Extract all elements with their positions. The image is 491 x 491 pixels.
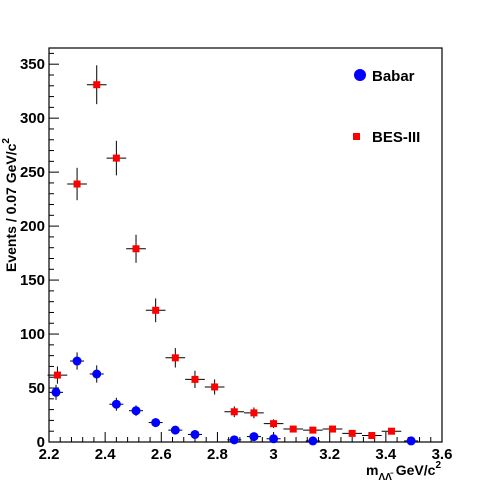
data-point-bes-iii <box>211 383 219 391</box>
legend-label-babar: Babar <box>372 68 415 85</box>
data-point-babar <box>249 432 259 442</box>
data-point-babar <box>51 387 61 397</box>
data-point-bes-iii <box>73 180 81 188</box>
y-tick-label: 50 <box>28 380 45 397</box>
x-axis-title: mΛΛ̄ GeV/c2 <box>366 460 441 483</box>
data-point-babar <box>190 429 200 439</box>
data-point-bes-iii <box>289 425 297 433</box>
data-point-bes-iii <box>250 409 258 417</box>
plot-frame <box>48 47 443 443</box>
y-tick-label: 0 <box>37 434 45 451</box>
x-axis-title-subscript: ΛΛ̄ <box>379 472 394 483</box>
y-tick-label: 350 <box>20 56 45 73</box>
x-tick-label: 3 <box>269 446 277 463</box>
legend-label-bes-iii: BES-III <box>372 129 420 146</box>
data-point-bes-iii <box>309 426 317 434</box>
y-tick-label: 300 <box>20 110 45 127</box>
data-point-babar <box>269 434 279 444</box>
data-point-bes-iii <box>132 245 140 253</box>
y-axis-title-sup: 2 <box>1 138 12 144</box>
legend-marker-babar <box>354 69 366 81</box>
x-axis-title-prefix: m <box>366 462 378 478</box>
data-point-bes-iii <box>152 306 160 314</box>
data-point-bes-iii <box>270 420 278 428</box>
y-axis-title: Events / 0.07 GeV/c2 <box>1 138 19 272</box>
data-points <box>47 65 419 446</box>
x-tick-label: 2.8 <box>207 446 228 463</box>
data-point-bes-iii <box>348 429 356 437</box>
data-point-babar <box>406 436 416 446</box>
x-tick-label: 3.6 <box>432 446 453 463</box>
legend: Babar BES-III <box>353 68 420 146</box>
x-tick-label: 3.2 <box>319 446 340 463</box>
x-axis-title-suffix: GeV/c <box>392 462 436 478</box>
y-tick-label: 150 <box>20 272 45 289</box>
data-point-bes-iii <box>329 425 337 433</box>
data-point-babar <box>92 369 102 379</box>
data-point-bes-iii <box>93 81 101 89</box>
y-axis-title-text: Events / 0.07 GeV/c <box>3 143 19 272</box>
data-point-babar <box>111 399 121 409</box>
data-point-babar <box>131 406 141 416</box>
data-point-bes-iii <box>368 432 376 440</box>
data-point-babar <box>72 356 82 366</box>
data-point-bes-iii <box>112 154 120 162</box>
data-point-babar <box>170 425 180 435</box>
x-tick-label: 3.4 <box>375 446 397 463</box>
y-tick-label: 200 <box>20 218 45 235</box>
data-point-babar <box>229 435 239 445</box>
x-tick-label: 2.4 <box>95 446 117 463</box>
y-tick-label: 100 <box>20 326 45 343</box>
data-point-babar <box>151 418 161 428</box>
x-tick-label: 2.6 <box>151 446 172 463</box>
data-point-bes-iii <box>171 354 179 362</box>
legend-marker-bes-iii <box>353 133 360 140</box>
data-point-bes-iii <box>191 375 199 383</box>
x-tick-label: 2.2 <box>39 446 60 463</box>
y-tick-label: 250 <box>20 164 45 181</box>
data-point-bes-iii <box>230 408 238 416</box>
x-axis-title-sup: 2 <box>435 460 441 471</box>
data-point-babar <box>308 436 318 446</box>
data-point-bes-iii <box>387 427 395 435</box>
data-point-bes-iii <box>53 371 61 379</box>
axes: 2.2 2.4 2.6 2.8 3 3.2 3.4 3.6 0 50 100 150 200 250 300… <box>20 52 453 463</box>
